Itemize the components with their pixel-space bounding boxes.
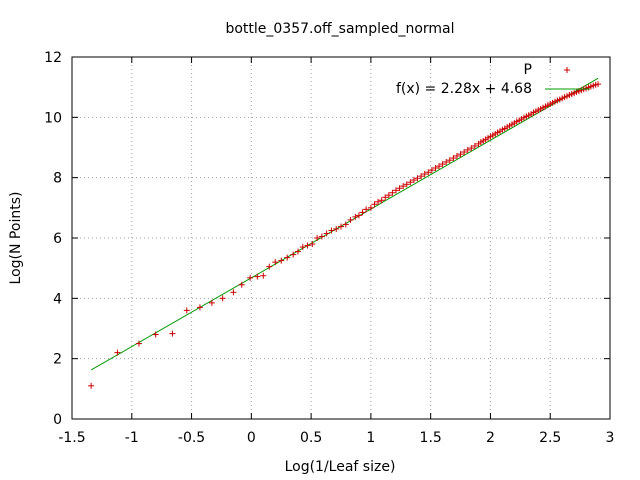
- data-point: [260, 272, 267, 279]
- data-point: [114, 349, 121, 356]
- data-point: [254, 273, 261, 280]
- y-tick-label: 8: [53, 171, 62, 187]
- y-tick-label: 10: [44, 110, 62, 126]
- data-point: [290, 251, 297, 258]
- data-point: [333, 225, 340, 232]
- data-point: [595, 81, 602, 88]
- data-point: [403, 181, 410, 188]
- data-point: [304, 242, 311, 249]
- data-point: [400, 183, 407, 190]
- data-point: [328, 227, 335, 234]
- data-point: [88, 382, 95, 389]
- y-tick-label: 4: [53, 291, 62, 307]
- data-point: [230, 289, 237, 296]
- data-point: [352, 213, 359, 220]
- data-point: [410, 177, 417, 184]
- x-tick-label: -1: [125, 430, 139, 446]
- data-point: [371, 201, 378, 208]
- data-point: [294, 248, 301, 255]
- data-points: [88, 81, 602, 389]
- x-tick-label: 0.5: [300, 430, 322, 446]
- data-point: [238, 281, 245, 288]
- data-point: [425, 169, 432, 176]
- chart-title: bottle_0357.off_sampled_normal: [225, 21, 454, 37]
- data-point: [278, 257, 285, 264]
- data-point: [359, 209, 366, 216]
- x-tick-label: 0: [247, 430, 256, 446]
- legend-label-points: P: [524, 62, 532, 78]
- data-point: [396, 185, 403, 192]
- x-tick-label: 2: [486, 430, 495, 446]
- y-tick-label: 0: [53, 412, 62, 428]
- data-point: [378, 197, 385, 204]
- data-point: [446, 157, 453, 164]
- data-point: [464, 146, 471, 153]
- axes: [71, 56, 611, 420]
- data-point: [318, 233, 325, 240]
- x-tick-label: 2.5: [539, 430, 561, 446]
- data-point: [314, 235, 321, 241]
- data-point: [414, 175, 421, 182]
- data-point: [457, 151, 464, 158]
- y-tick-label: 6: [53, 231, 62, 247]
- legend: Pf(x) = 2.28x + 4.68: [396, 62, 590, 97]
- data-point: [421, 171, 428, 178]
- data-point: [385, 192, 392, 199]
- data-point: [443, 158, 450, 165]
- data-point: [461, 149, 468, 156]
- data-point: [272, 259, 279, 266]
- data-point: [471, 142, 478, 149]
- data-point: [219, 295, 226, 302]
- data-point: [183, 307, 190, 314]
- legend-label-fit: f(x) = 2.28x + 4.68: [396, 81, 532, 97]
- y-tick-label: 2: [53, 352, 62, 368]
- data-point: [468, 145, 475, 152]
- x-tick-label: 1: [366, 430, 375, 446]
- data-point: [382, 194, 389, 201]
- x-axis-label: Log(1/Leaf size): [285, 459, 396, 475]
- data-point: [338, 223, 344, 230]
- data-point: [266, 263, 273, 270]
- x-tick-label: -1.5: [58, 430, 85, 446]
- data-point: [439, 161, 446, 168]
- data-point: [342, 221, 349, 228]
- x-tick-label: -0.5: [178, 430, 205, 446]
- data-point: [347, 216, 354, 223]
- data-point: [392, 187, 399, 194]
- data-point: [428, 167, 435, 174]
- data-point: [418, 173, 425, 180]
- data-point: [196, 304, 203, 311]
- grid: [72, 57, 610, 419]
- y-tick-labels: 0 2 4 6 8 10 12: [44, 50, 62, 428]
- data-point: [323, 230, 330, 237]
- data-point: [309, 241, 316, 248]
- data-point: [375, 198, 382, 205]
- y-tick-label: 12: [44, 50, 62, 66]
- data-point: [389, 189, 396, 196]
- data-point: [367, 204, 374, 211]
- x-tick-label: 3: [606, 430, 615, 446]
- data-point: [299, 244, 306, 251]
- data-point: [407, 179, 414, 186]
- data-point: [169, 330, 176, 337]
- data-point: [247, 274, 254, 281]
- data-point: [208, 299, 215, 306]
- data-point: [284, 254, 291, 261]
- data-point: [152, 331, 159, 338]
- data-point: [135, 340, 142, 347]
- data-point: [432, 165, 439, 172]
- data-point: [363, 206, 370, 213]
- data-point: [450, 155, 457, 162]
- data-point: [355, 212, 362, 219]
- y-axis-label: Log(N Points): [8, 192, 24, 285]
- data-point: [453, 152, 460, 159]
- data-point: [436, 163, 443, 170]
- x-tick-label: 1.5: [420, 430, 442, 446]
- x-tick-labels: -1.5 -1 -0.5 0 0.5 1 1.5 2 2.5 3: [58, 430, 614, 446]
